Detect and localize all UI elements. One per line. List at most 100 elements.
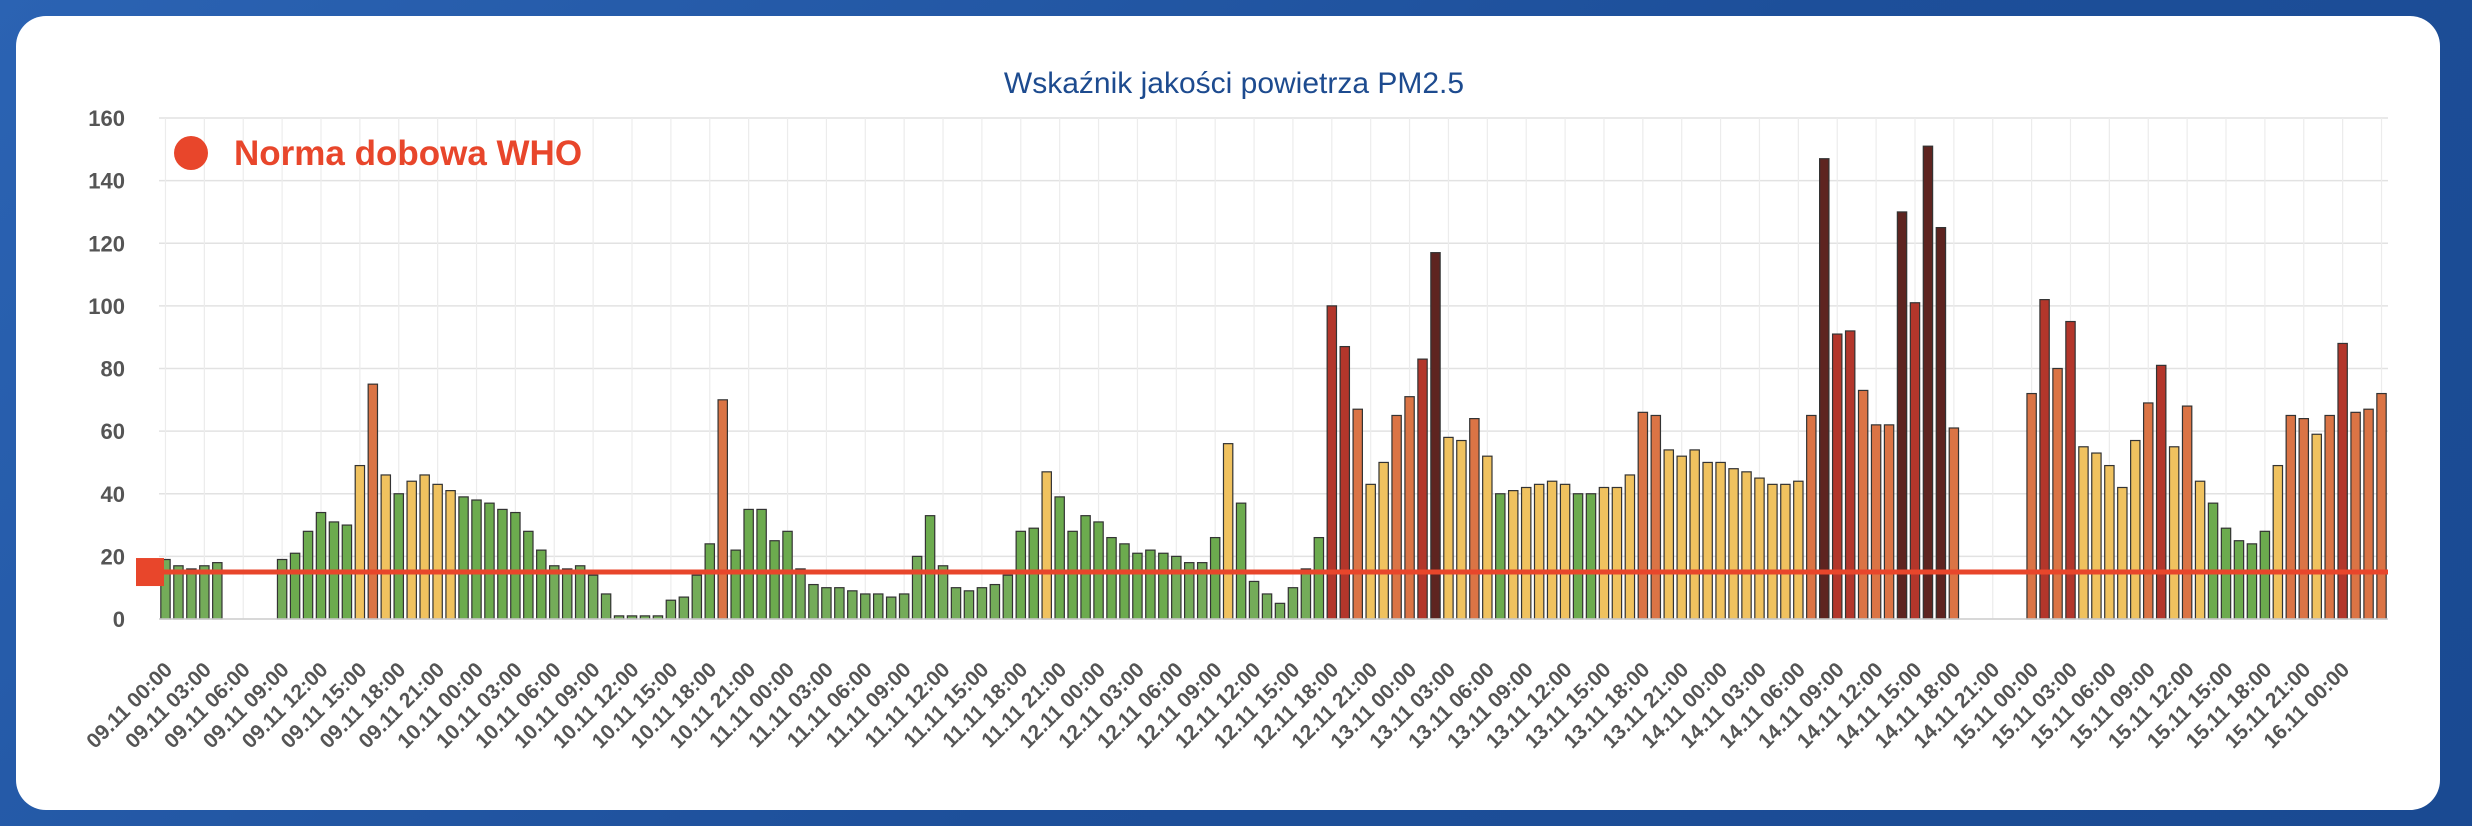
bar[interactable] bbox=[406, 480, 417, 620]
bar[interactable] bbox=[2117, 486, 2128, 620]
bar[interactable] bbox=[678, 596, 690, 620]
bar[interactable] bbox=[1689, 449, 1700, 620]
bar[interactable] bbox=[2376, 392, 2387, 620]
bar[interactable] bbox=[2350, 411, 2361, 620]
bar[interactable] bbox=[1819, 158, 1830, 620]
bar[interactable] bbox=[2181, 405, 2193, 620]
bar[interactable] bbox=[1482, 455, 1493, 620]
bar[interactable] bbox=[1948, 427, 1960, 620]
bar[interactable] bbox=[1015, 530, 1027, 620]
bar[interactable] bbox=[1728, 468, 1739, 620]
bar[interactable] bbox=[769, 540, 780, 620]
bar[interactable] bbox=[1507, 490, 1519, 620]
bar[interactable] bbox=[587, 574, 599, 620]
bar[interactable] bbox=[1857, 389, 1869, 620]
bar[interactable] bbox=[1495, 493, 1506, 620]
bar[interactable] bbox=[2233, 540, 2245, 620]
bar[interactable] bbox=[302, 530, 314, 620]
bar[interactable] bbox=[497, 508, 508, 620]
bar[interactable] bbox=[1287, 587, 1299, 620]
bar[interactable] bbox=[1300, 568, 1312, 620]
bar[interactable] bbox=[186, 568, 197, 620]
bar[interactable] bbox=[1235, 502, 1247, 620]
bar[interactable] bbox=[1870, 424, 1882, 620]
bar[interactable] bbox=[847, 590, 858, 620]
bar[interactable] bbox=[1922, 145, 1934, 620]
bar[interactable] bbox=[2142, 402, 2154, 620]
bar[interactable] bbox=[1559, 483, 1571, 620]
bar[interactable] bbox=[911, 555, 923, 620]
bar[interactable] bbox=[1002, 574, 1014, 620]
bar[interactable] bbox=[730, 549, 741, 620]
bar[interactable] bbox=[1546, 480, 1558, 620]
bar[interactable] bbox=[976, 587, 988, 620]
bar[interactable] bbox=[2194, 480, 2206, 620]
bar[interactable] bbox=[289, 552, 301, 620]
bar[interactable] bbox=[1780, 483, 1791, 620]
bar[interactable] bbox=[445, 490, 456, 620]
bar[interactable] bbox=[963, 590, 975, 620]
bar[interactable] bbox=[1585, 493, 1597, 620]
bar[interactable] bbox=[2337, 342, 2348, 620]
bar[interactable] bbox=[1352, 408, 1364, 620]
bar[interactable] bbox=[950, 587, 962, 620]
bar[interactable] bbox=[1741, 471, 1752, 620]
bar[interactable] bbox=[1456, 439, 1467, 620]
bar[interactable] bbox=[717, 399, 728, 620]
bar[interactable] bbox=[1158, 552, 1169, 620]
bar[interactable] bbox=[2026, 392, 2037, 620]
bar[interactable] bbox=[1598, 486, 1610, 620]
bar[interactable] bbox=[1754, 477, 1765, 620]
bar[interactable] bbox=[1222, 443, 1234, 620]
bar[interactable] bbox=[484, 502, 495, 620]
bar[interactable] bbox=[1119, 543, 1130, 620]
bar[interactable] bbox=[834, 587, 845, 620]
bar[interactable] bbox=[1896, 211, 1908, 620]
bar[interactable] bbox=[1248, 580, 1260, 620]
bar[interactable] bbox=[1391, 414, 1402, 620]
bar[interactable] bbox=[2207, 502, 2219, 620]
bar[interactable] bbox=[1611, 486, 1623, 620]
bar[interactable] bbox=[782, 530, 793, 620]
bar[interactable] bbox=[1443, 436, 1454, 620]
bar[interactable] bbox=[1313, 536, 1325, 620]
bar[interactable] bbox=[393, 493, 405, 620]
bar[interactable] bbox=[315, 511, 327, 620]
bar[interactable] bbox=[367, 383, 379, 620]
bar[interactable] bbox=[276, 558, 288, 620]
bar[interactable] bbox=[1417, 358, 1428, 620]
bar[interactable] bbox=[2155, 364, 2167, 620]
bar[interactable] bbox=[2259, 530, 2271, 620]
bar[interactable] bbox=[1624, 474, 1636, 620]
bar[interactable] bbox=[1715, 461, 1726, 620]
bar[interactable] bbox=[808, 583, 819, 620]
bar[interactable] bbox=[1469, 418, 1480, 620]
bar[interactable] bbox=[354, 464, 366, 620]
bar[interactable] bbox=[795, 568, 806, 620]
bar[interactable] bbox=[1702, 461, 1713, 620]
bar[interactable] bbox=[1935, 226, 1947, 620]
bar[interactable] bbox=[1274, 602, 1286, 620]
bar[interactable] bbox=[691, 574, 703, 620]
bar[interactable] bbox=[2246, 543, 2258, 620]
bar[interactable] bbox=[1806, 414, 1817, 620]
bar[interactable] bbox=[885, 596, 897, 620]
bar[interactable] bbox=[1171, 555, 1182, 620]
bar[interactable] bbox=[704, 543, 716, 620]
bar[interactable] bbox=[2298, 418, 2310, 620]
bar[interactable] bbox=[2324, 414, 2335, 620]
bar[interactable] bbox=[2052, 367, 2063, 620]
bar[interactable] bbox=[756, 508, 767, 620]
bar[interactable] bbox=[821, 587, 832, 620]
bar[interactable] bbox=[1132, 552, 1143, 620]
bar[interactable] bbox=[1663, 449, 1675, 620]
bar[interactable] bbox=[1637, 411, 1649, 620]
bar[interactable] bbox=[2363, 408, 2374, 620]
bar[interactable] bbox=[1054, 496, 1065, 620]
bar[interactable] bbox=[665, 599, 677, 620]
bar[interactable] bbox=[1844, 330, 1856, 620]
bar[interactable] bbox=[1676, 455, 1687, 620]
bar[interactable] bbox=[860, 593, 871, 620]
bar[interactable] bbox=[1533, 483, 1545, 620]
bar[interactable] bbox=[1430, 252, 1441, 620]
